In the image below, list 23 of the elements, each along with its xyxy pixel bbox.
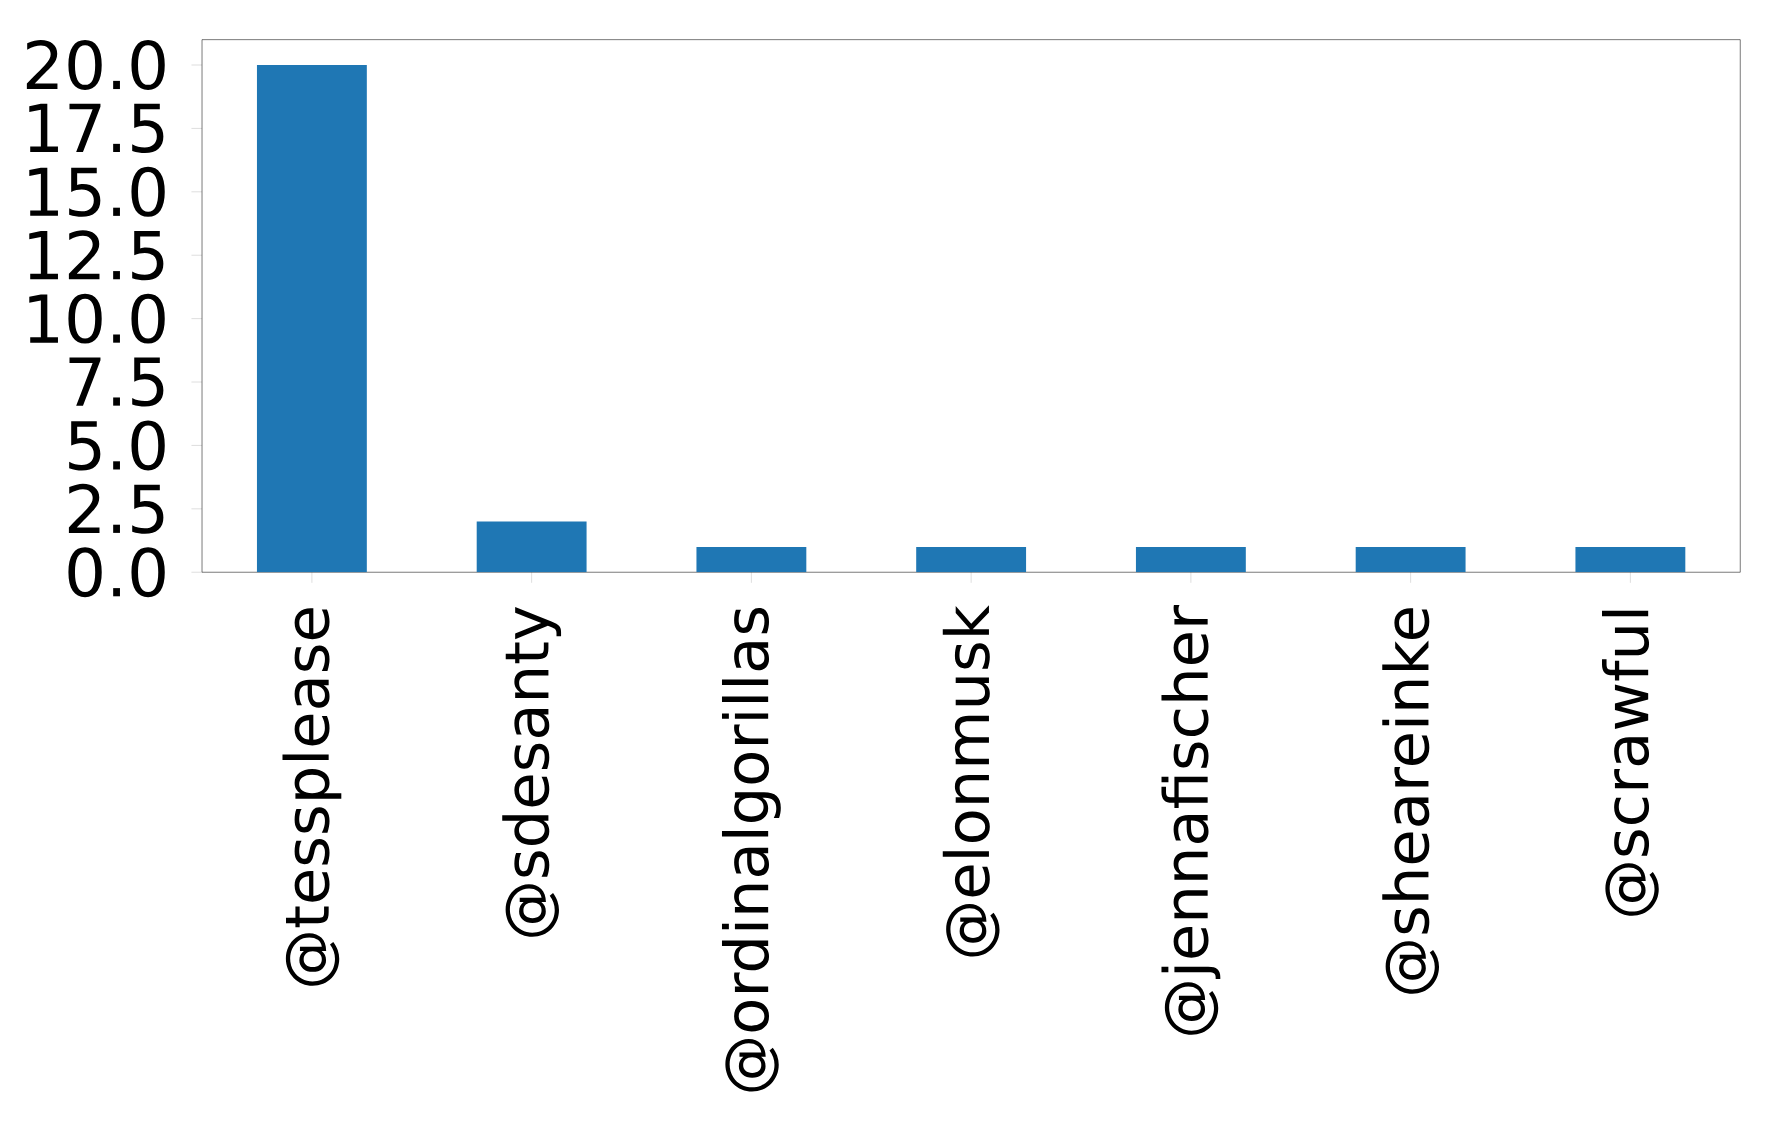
bar [696,546,807,573]
x-tick-label: @scrawful [1602,610,1659,916]
x-tick-label: @sdesanty [502,606,562,937]
bar [476,521,587,573]
y-tick-label: 15.0 [29,166,165,217]
y-tick-label: 10.0 [29,293,165,344]
bar [916,546,1027,573]
y-tick-label: 7.5 [69,357,164,407]
bar [1135,546,1246,573]
bar [1355,546,1466,573]
y-tick-label: 0.0 [68,547,165,598]
y-tick-label: 17.5 [29,103,164,153]
bar [256,65,367,573]
x-tick-label: @ordinalgorillas [721,607,781,1092]
y-tick-label: 12.5 [29,230,164,281]
x-tick-label: @tessplease [282,608,342,986]
x-tick-label: @jennafischer [1161,605,1221,1035]
y-tick-label: 2.5 [68,483,164,534]
bar [1575,546,1686,573]
x-tick-label: @elonmusk [942,605,1000,957]
y-tick-label: 20.0 [26,40,165,90]
x-tick-label: @sheareinke [1382,608,1440,994]
y-tick-label: 5.0 [69,420,165,471]
